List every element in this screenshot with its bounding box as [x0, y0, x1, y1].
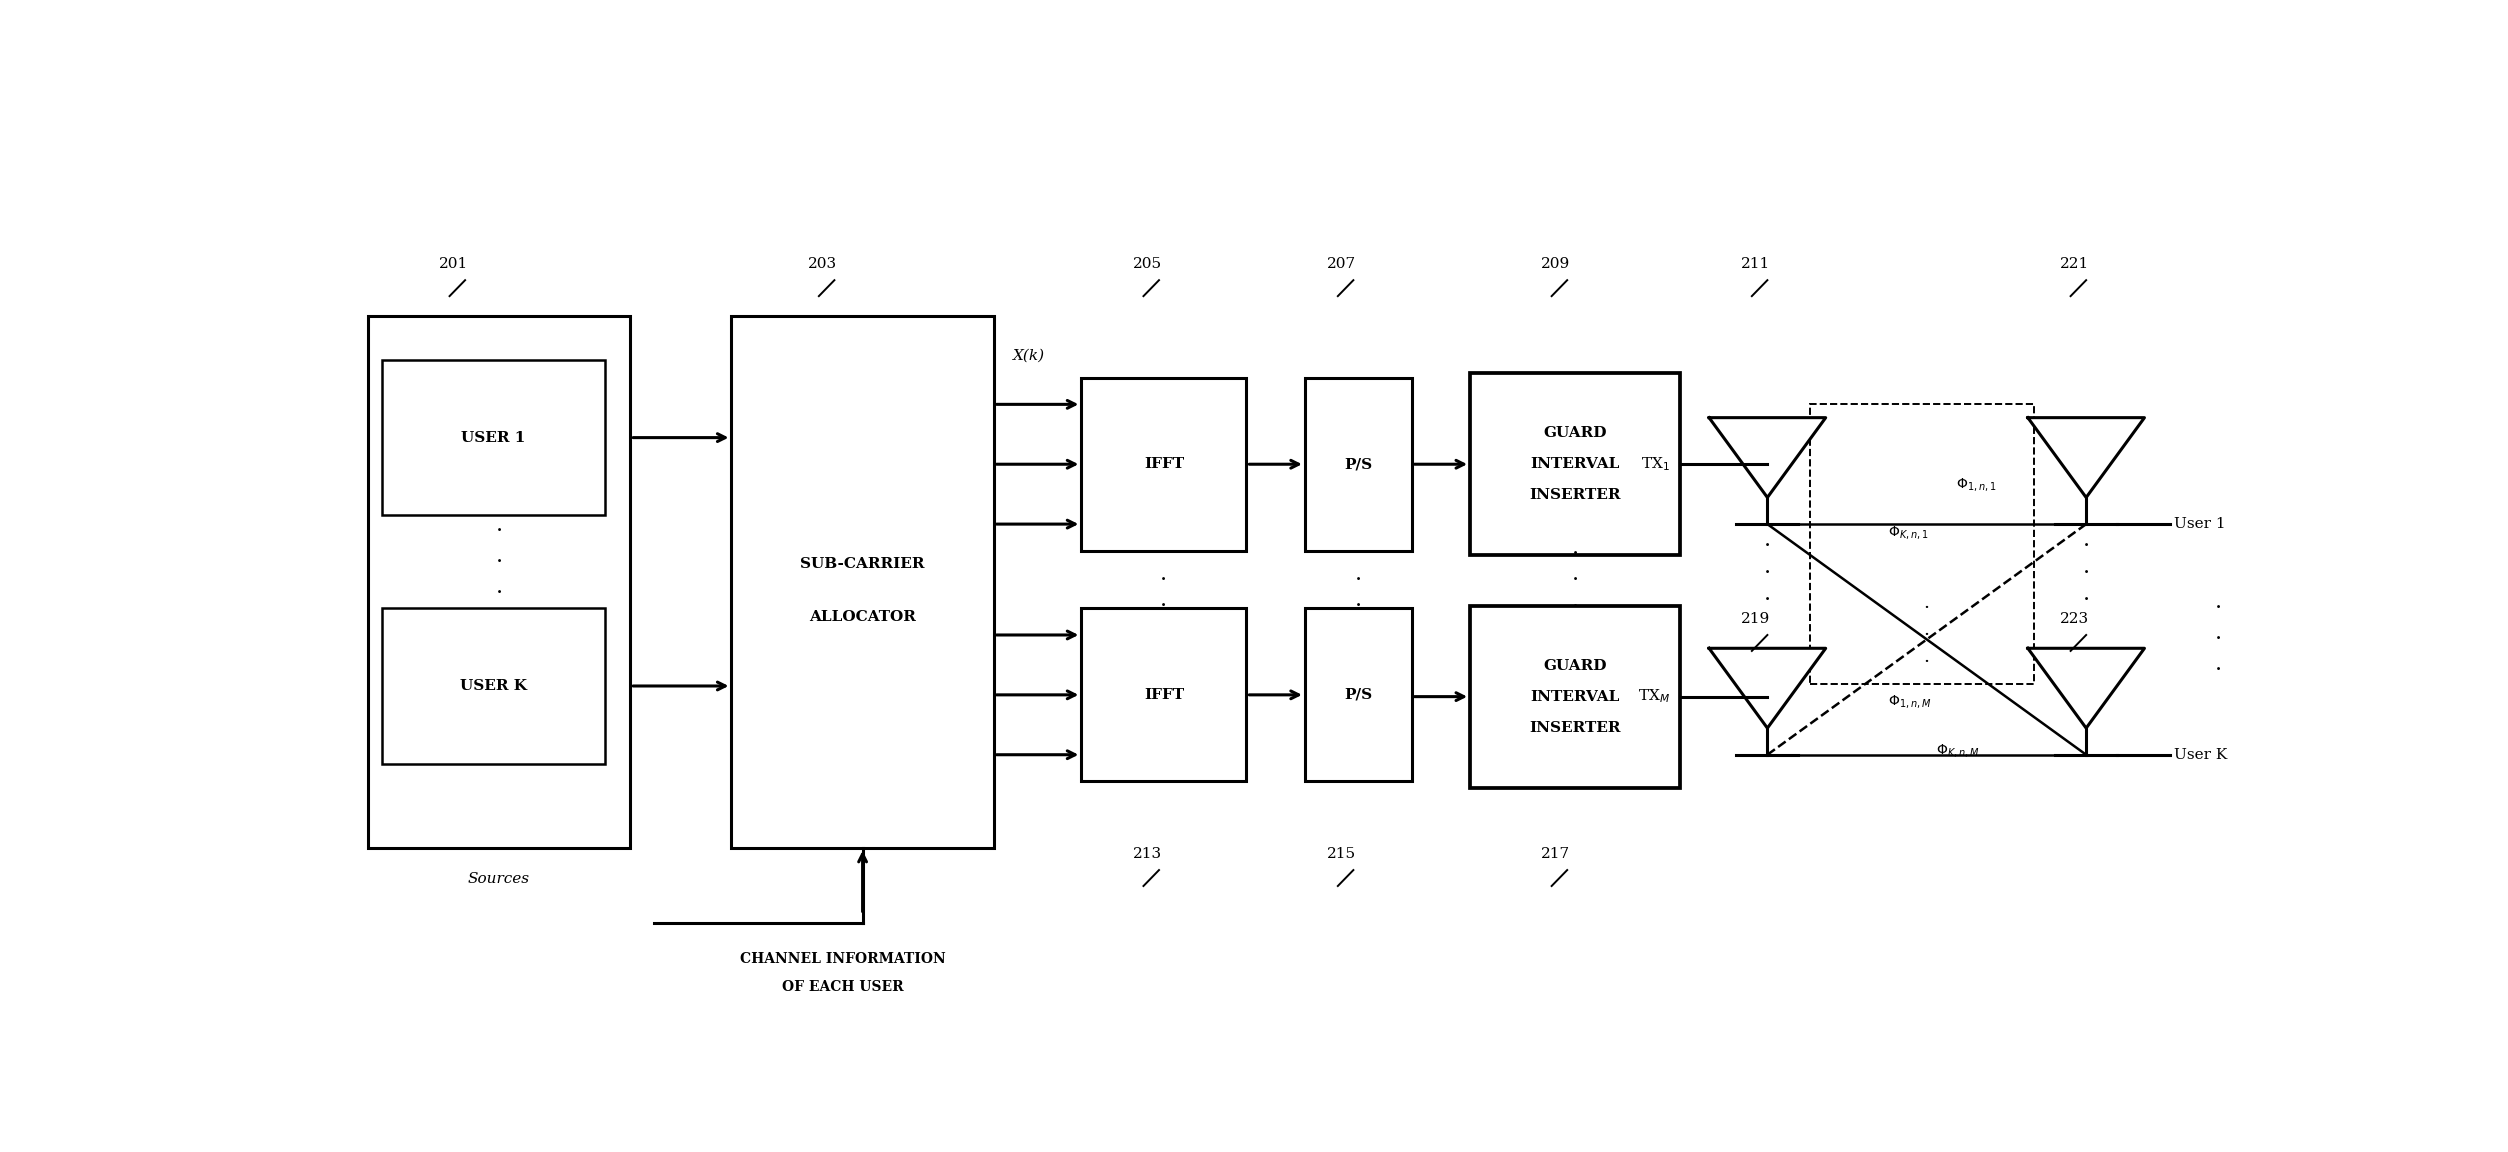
Text: ·: · [2215, 659, 2222, 682]
Text: ·: · [2215, 598, 2222, 620]
Text: 217: 217 [1540, 847, 1570, 861]
Text: 205: 205 [1134, 257, 1161, 271]
Text: ·: · [1161, 596, 1166, 617]
Text: OF EACH USER: OF EACH USER [782, 980, 903, 994]
Text: 203: 203 [808, 257, 838, 271]
Text: 215: 215 [1327, 847, 1357, 861]
Text: USER K: USER K [459, 679, 527, 694]
Text: INSERTER: INSERTER [1530, 721, 1620, 735]
Text: User K: User K [2174, 748, 2227, 761]
Bar [1470, 373, 1680, 555]
Text: User 1: User 1 [2174, 517, 2225, 531]
Text: ·: · [2215, 629, 2222, 651]
Bar [1304, 378, 1412, 551]
Text: $\Phi_{1,n,1}$: $\Phi_{1,n,1}$ [1956, 476, 1996, 493]
Text: 221: 221 [2059, 257, 2089, 271]
Text: ·: · [1573, 596, 1578, 617]
Text: 211: 211 [1741, 257, 1771, 271]
Polygon shape [2029, 418, 2144, 498]
Text: $\Phi_{K,n,1}$: $\Phi_{K,n,1}$ [1889, 524, 1929, 541]
Text: INTERVAL: INTERVAL [1530, 457, 1620, 471]
Text: IFFT: IFFT [1144, 457, 1184, 471]
Text: ·: · [1924, 626, 1929, 644]
Bar [1470, 606, 1680, 788]
Text: 201: 201 [439, 257, 469, 271]
Text: GUARD: GUARD [1542, 659, 1608, 673]
Text: ·: · [1354, 596, 1362, 617]
Text: INSERTER: INSERTER [1530, 488, 1620, 502]
Text: ALLOCATOR: ALLOCATOR [810, 611, 915, 624]
Bar [1811, 404, 2034, 684]
Bar [1081, 608, 1246, 781]
Text: ·: · [1763, 536, 1771, 558]
Text: 223: 223 [2059, 612, 2089, 626]
Bar [1081, 378, 1246, 551]
Text: P/S: P/S [1344, 457, 1372, 471]
Text: USER 1: USER 1 [461, 431, 527, 445]
Text: TX$_1$: TX$_1$ [1640, 455, 1670, 473]
Text: ·: · [497, 551, 502, 573]
Text: 219: 219 [1741, 612, 1771, 626]
Bar [369, 316, 630, 848]
Text: X(k): X(k) [1013, 349, 1046, 363]
Text: $\Phi_{1,n,M}$: $\Phi_{1,n,M}$ [1889, 694, 1931, 710]
Text: ·: · [1763, 562, 1771, 584]
Polygon shape [1708, 418, 1826, 498]
Bar [381, 608, 604, 764]
Polygon shape [2029, 649, 2144, 728]
Text: 207: 207 [1327, 257, 1357, 271]
Bar [732, 316, 993, 848]
Text: ·: · [1763, 589, 1771, 611]
Text: ·: · [1924, 652, 1929, 670]
Text: ·: · [1354, 569, 1362, 591]
Text: P/S: P/S [1344, 688, 1372, 702]
Text: ·: · [1161, 569, 1166, 591]
Text: ·: · [2082, 536, 2089, 558]
Text: 213: 213 [1134, 847, 1161, 861]
Text: Sources: Sources [469, 872, 529, 886]
Text: IFFT: IFFT [1144, 688, 1184, 702]
Text: ·: · [497, 582, 502, 604]
Text: SUB-CARRIER: SUB-CARRIER [800, 558, 925, 571]
Text: CHANNEL INFORMATION: CHANNEL INFORMATION [740, 952, 946, 965]
Text: TX$_M$: TX$_M$ [1638, 688, 1670, 705]
Text: 209: 209 [1540, 257, 1570, 271]
Text: GUARD: GUARD [1542, 426, 1608, 440]
Text: $\Phi_{K,n,M}$: $\Phi_{K,n,M}$ [1936, 742, 1981, 759]
Text: ·: · [1573, 569, 1578, 591]
Text: ·: · [1924, 599, 1929, 617]
Text: ·: · [2082, 589, 2089, 611]
Text: INTERVAL: INTERVAL [1530, 690, 1620, 704]
Text: ·: · [1354, 541, 1362, 564]
Text: ·: · [1161, 541, 1166, 564]
Text: ·: · [497, 520, 502, 541]
Text: ·: · [2082, 562, 2089, 584]
Bar [1304, 608, 1412, 781]
Text: ·: · [1573, 543, 1578, 564]
Bar [381, 359, 604, 515]
Polygon shape [1708, 649, 1826, 728]
